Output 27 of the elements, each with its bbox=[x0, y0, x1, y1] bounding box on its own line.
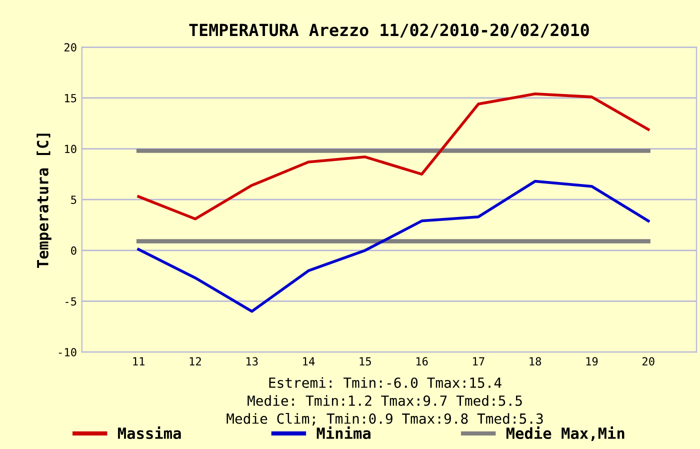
y-tick-label: 10 bbox=[64, 144, 76, 154]
chart-title: TEMPERATURA Arezzo 11/02/2010-20/02/2010 bbox=[189, 24, 589, 38]
x-tick-label: 17 bbox=[473, 357, 484, 366]
y-tick-label: 5 bbox=[71, 196, 76, 204]
x-tick-label: 12 bbox=[190, 357, 201, 366]
y-tick-label: -5 bbox=[66, 297, 76, 306]
x-tick-label: 16 bbox=[416, 357, 428, 366]
x-tick-label: 19 bbox=[586, 357, 598, 366]
y-axis-title: Temperatura [C] bbox=[36, 134, 52, 268]
text: Medie Clim; Tmin:0.9 Tmax:9.8 Tmed:5.3 bbox=[226, 413, 543, 426]
text: Estremi: Tmin:-6.0 Tmax:15.4 bbox=[269, 377, 502, 388]
legend-label: Minima bbox=[316, 426, 370, 440]
line-series bbox=[137, 92, 650, 220]
x-tick-label: 14 bbox=[303, 357, 315, 366]
y-tick-label: 15 bbox=[64, 94, 76, 102]
x-tick-label: 20 bbox=[642, 357, 654, 366]
text: Medie: Tmin:1.2 Tmax:9.7 Tmed:5.5 bbox=[248, 395, 522, 406]
x-tick-label: 11 bbox=[133, 357, 144, 366]
y-tick-label: 20 bbox=[64, 43, 76, 52]
y-tick-label: 0 bbox=[71, 246, 76, 255]
x-tick-label: 18 bbox=[530, 357, 542, 366]
x-tick-label: 15 bbox=[360, 357, 371, 366]
legend-label: Medie Max,Min bbox=[506, 426, 624, 441]
y-tick-label: -10 bbox=[58, 348, 76, 356]
line-series bbox=[137, 180, 650, 313]
x-tick-label: 13 bbox=[246, 357, 258, 366]
legend-label: Massima bbox=[118, 426, 181, 440]
